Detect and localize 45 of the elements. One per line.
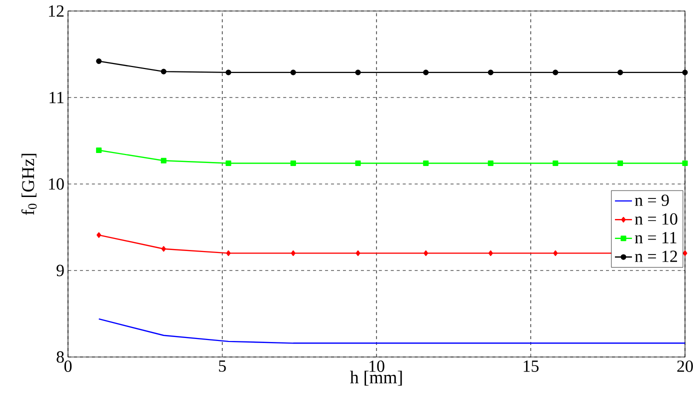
legend-label: n = 11 — [634, 232, 676, 244]
x-tick-label: 20 — [677, 360, 693, 372]
y-tick-label: 11 — [50, 92, 64, 104]
point — [290, 70, 296, 76]
point — [161, 246, 166, 252]
point — [488, 250, 493, 256]
point — [356, 250, 360, 256]
point — [424, 250, 428, 256]
y-axis-title: f$_{0}$ [GHz] — [21, 154, 37, 215]
x-tick-label: 5 — [219, 360, 226, 372]
point — [160, 158, 166, 164]
point — [290, 160, 296, 166]
legend-label: n = 12 — [634, 250, 678, 262]
point — [355, 160, 361, 166]
point — [552, 70, 558, 76]
point — [96, 58, 102, 64]
y-tick-label: 8 — [56, 351, 64, 363]
point — [488, 160, 494, 166]
x-axis-title: h [mm] — [350, 370, 402, 386]
legend-label: n = 9 — [634, 194, 669, 206]
point — [682, 70, 688, 76]
point — [553, 250, 558, 256]
point — [226, 250, 231, 256]
y-tick-label: 9 — [56, 264, 64, 276]
point — [617, 70, 624, 76]
legend-label: n = 10 — [634, 213, 678, 225]
point — [355, 70, 361, 76]
point — [552, 160, 558, 166]
point — [488, 70, 494, 76]
x-tick-label: 10 — [370, 360, 384, 372]
point — [226, 70, 232, 76]
x-tick-label: 15 — [524, 360, 539, 372]
y-tick-label: 10 — [49, 178, 64, 190]
point — [682, 160, 688, 166]
point — [682, 250, 688, 256]
x-tick-label: 0 — [64, 360, 72, 372]
point — [423, 70, 429, 76]
point — [160, 68, 166, 74]
point — [96, 147, 102, 154]
point — [290, 250, 296, 256]
y-tick-label: 12 — [49, 5, 64, 17]
point — [226, 160, 232, 166]
point — [423, 160, 429, 166]
point — [617, 160, 624, 166]
point — [96, 232, 102, 238]
